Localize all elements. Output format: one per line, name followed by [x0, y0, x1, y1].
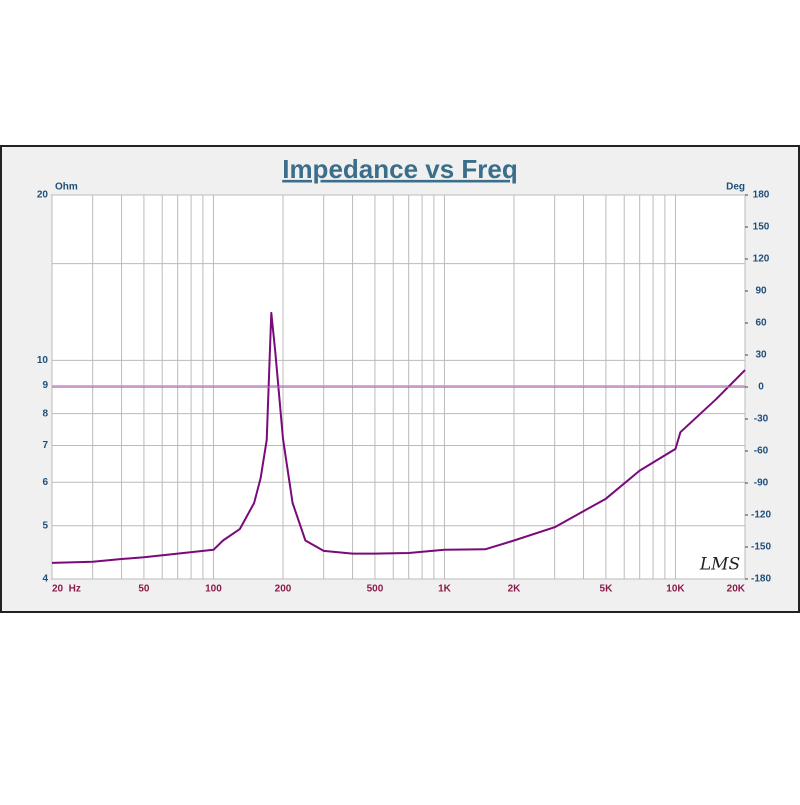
y2-tick-label: 150 [753, 222, 770, 233]
x-tick-label: 2K [508, 584, 522, 595]
y-tick-label: 9 [42, 380, 48, 391]
x-tick-label: 10K [666, 584, 685, 595]
x-tick-label: 20K [727, 584, 746, 595]
y2-axis-unit: Deg [726, 182, 745, 193]
y2-tick-label: 120 [753, 254, 770, 265]
y2-tick-label: -30 [754, 414, 769, 425]
y2-tick-label: 30 [755, 350, 767, 361]
y2-tick-label: 0 [758, 382, 764, 393]
chart-title: Impedance vs Freq [282, 154, 518, 184]
y2-tick-label: 90 [755, 286, 767, 297]
y2-tick-label: -90 [754, 478, 769, 489]
y-tick-label: 8 [42, 408, 48, 419]
y2-tick-label: -180 [751, 574, 771, 585]
x-tick-label: 1K [438, 584, 452, 595]
y-axis-unit: Ohm [55, 182, 78, 193]
y2-tick-label: -120 [751, 510, 771, 521]
data-line [51, 311, 746, 564]
watermark: LMS [699, 555, 740, 575]
x-tick-label: 20 Hz [52, 584, 81, 595]
x-tick-label: 100 [205, 584, 222, 595]
y-tick-label: 5 [42, 520, 48, 531]
y-tick-label: 7 [42, 440, 48, 451]
y2-tick-label: -150 [751, 542, 771, 553]
y-tick-label: 10 [37, 355, 49, 366]
y-tick-label: 6 [42, 477, 48, 488]
x-tick-label: 5K [600, 584, 614, 595]
x-tick-label: 50 [138, 584, 150, 595]
y2-tick-label: 60 [755, 318, 767, 329]
y2-tick-label: 180 [753, 190, 770, 201]
y-tick-label: 20 [37, 190, 49, 201]
x-tick-label: 500 [367, 584, 384, 595]
y-tick-label: 4 [42, 574, 48, 585]
y2-tick-label: -60 [754, 446, 769, 457]
x-tick-label: 200 [275, 584, 292, 595]
